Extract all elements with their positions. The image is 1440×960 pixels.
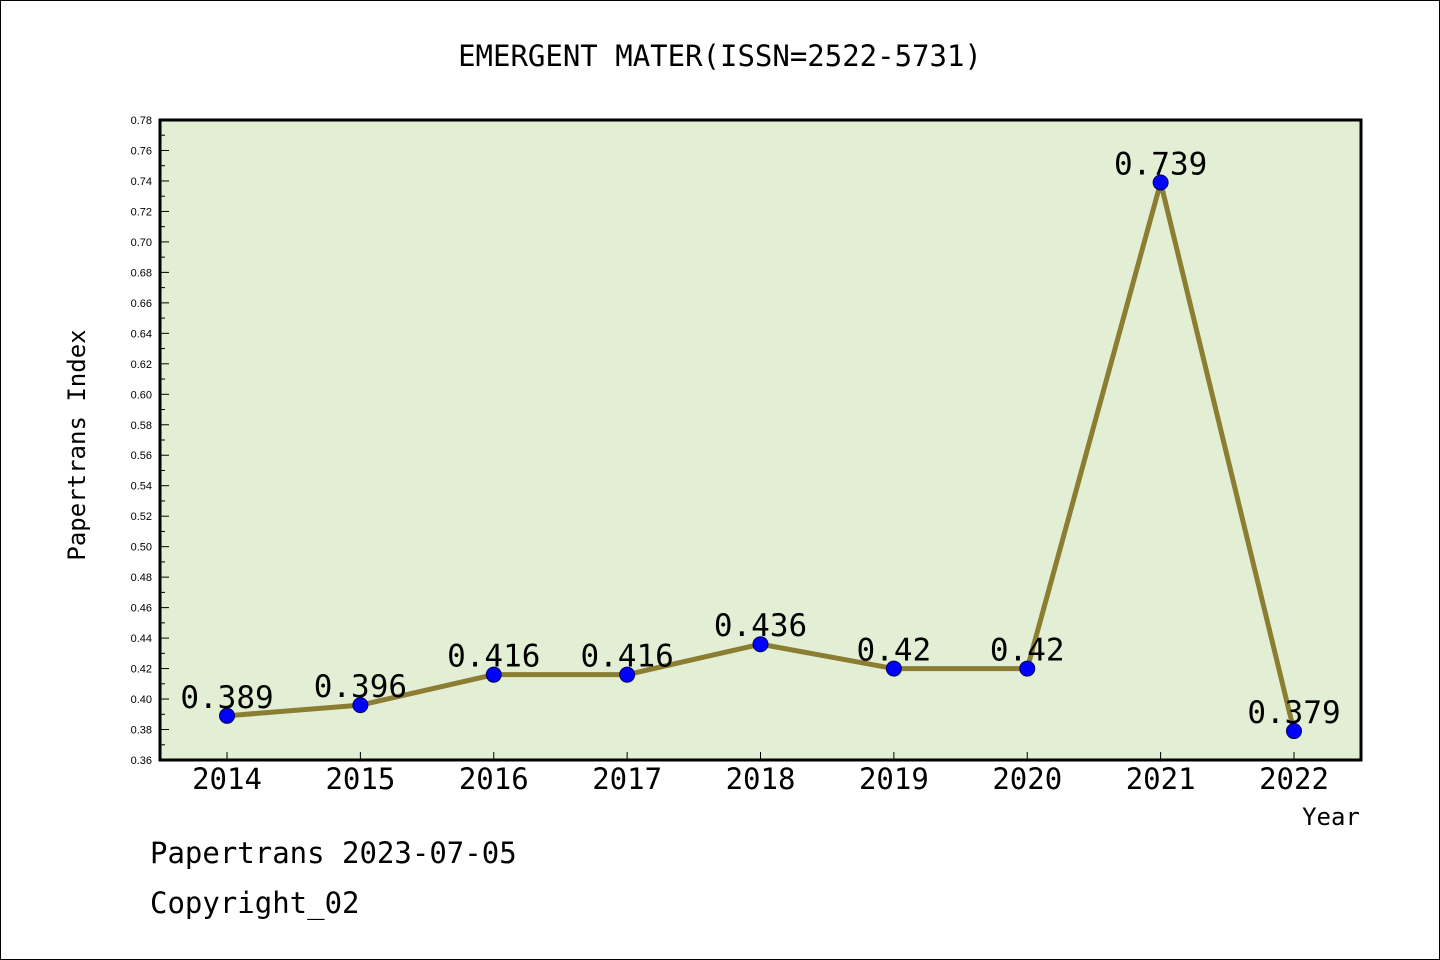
y-tick-label: 0.70	[131, 237, 152, 249]
y-tick-label: 0.72	[131, 206, 152, 218]
footer-date: Papertrans 2023-07-05	[150, 836, 517, 870]
data-label: 0.416	[580, 639, 673, 675]
data-label: 0.389	[180, 680, 273, 716]
data-label: 0.42	[857, 633, 932, 669]
data-label: 0.416	[447, 639, 540, 675]
y-tick-label: 0.60	[131, 389, 152, 401]
chart-title: EMERGENT MATER(ISSN=2522-5731)	[458, 39, 982, 73]
data-point	[485, 666, 502, 683]
y-axis-ticks: 0.36 0.38 0.40 0.42 0.44 0.46 0.48 0.50 0.52 0.54…	[131, 115, 169, 767]
footer-copyright: Copyright_02	[150, 886, 360, 921]
y-tick-label: 0.52	[131, 511, 152, 523]
y-tick-label: 0.48	[131, 572, 152, 584]
x-tick-label: 2016	[459, 762, 529, 796]
y-tick-label: 0.76	[131, 145, 152, 157]
y-tick-label: 0.74	[131, 176, 152, 188]
data-label: 0.436	[714, 608, 807, 644]
data-labels: 0.389 0.396 0.416 0.416 0.436 0.42 0.42 0.739 0.…	[180, 146, 1340, 731]
data-point	[1286, 723, 1302, 740]
data-label: 0.379	[1247, 695, 1340, 731]
data-point	[1019, 660, 1036, 677]
y-tick-label: 0.58	[131, 420, 152, 432]
y-tick-label: 0.40	[131, 694, 152, 706]
y-tick-label: 0.36	[131, 755, 152, 767]
data-point	[619, 666, 636, 683]
data-point	[885, 660, 902, 677]
y-tick-label: 0.44	[131, 633, 152, 645]
y-tick-label: 0.38	[131, 725, 152, 737]
x-axis-label: Year	[1302, 803, 1360, 831]
data-point	[219, 707, 235, 724]
data-label: 0.396	[314, 669, 407, 705]
x-tick-label: 2014	[192, 762, 262, 796]
y-tick-label: 0.68	[131, 267, 152, 279]
data-point	[752, 636, 769, 653]
y-tick-label: 0.66	[131, 298, 152, 310]
x-tick-label: 2015	[325, 762, 395, 796]
y-tick-label: 0.50	[131, 542, 152, 554]
y-axis-label: Papertrans Index	[63, 329, 91, 560]
data-point	[1152, 174, 1169, 191]
data-label: 0.739	[1114, 146, 1207, 182]
y-tick-label: 0.46	[131, 603, 152, 615]
plot-area	[158, 118, 1363, 762]
y-tick-label: 0.54	[131, 481, 152, 493]
y-tick-label: 0.78	[131, 115, 152, 127]
y-tick-label: 0.56	[131, 450, 152, 462]
data-point	[352, 697, 369, 714]
y-tick-label: 0.62	[131, 359, 152, 371]
y-tick-label: 0.64	[131, 328, 152, 340]
x-tick-label: 2022	[1259, 762, 1329, 796]
data-label: 0.42	[990, 633, 1065, 669]
x-axis-ticks: 2014 2015 2016 2017 2018 2019 2020 2021 2022	[192, 752, 1329, 796]
y-tick-label: 0.42	[131, 664, 152, 676]
x-tick-label: 2021	[1126, 762, 1196, 796]
x-tick-label: 2019	[859, 762, 929, 796]
x-tick-label: 2017	[592, 762, 662, 796]
data-markers	[219, 174, 1302, 740]
x-tick-label: 2020	[992, 762, 1062, 796]
x-tick-label: 2018	[726, 762, 796, 796]
